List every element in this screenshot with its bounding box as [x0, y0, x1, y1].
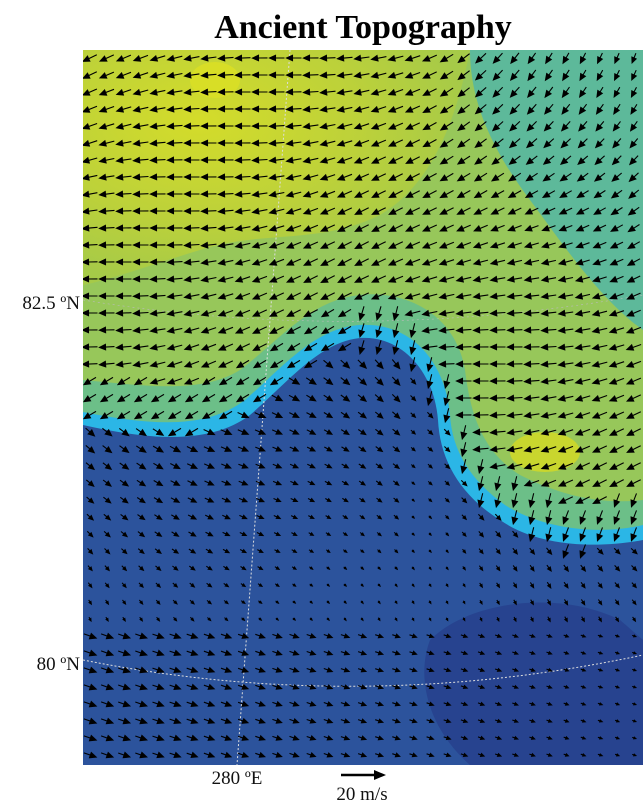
scale-arrow-head — [374, 770, 386, 780]
wind-arrow — [412, 516, 414, 518]
wind-arrow — [344, 584, 346, 586]
wind-arrow — [412, 601, 414, 604]
page: Ancient Topography 82.5 ºN 80 ºN 280 ºE … — [0, 0, 643, 805]
lat-label: 82.5 ºN — [22, 293, 80, 314]
wind-arrow — [429, 584, 431, 586]
scale-label: 20 m/s — [336, 784, 387, 805]
wind-arrow — [327, 584, 329, 586]
map — [83, 50, 643, 765]
wind-arrow — [412, 584, 414, 586]
wind-arrow — [446, 567, 448, 569]
wind-arrow — [310, 601, 312, 603]
wind-arrow — [310, 618, 312, 620]
wind-arrow — [327, 618, 329, 620]
wind-arrow — [412, 567, 414, 569]
wind-arrow — [429, 550, 431, 552]
wind-arrow — [395, 601, 397, 603]
wind-arrow — [276, 618, 278, 620]
wind-arrow — [446, 550, 448, 552]
wind-arrow — [378, 601, 380, 603]
wind-arrow — [361, 584, 363, 586]
wind-arrow — [463, 584, 465, 587]
wind-arrow — [412, 533, 414, 535]
wind-arrow — [344, 601, 346, 603]
wind-arrow — [344, 618, 346, 620]
title: Ancient Topography — [214, 9, 512, 46]
deep-patch — [424, 603, 643, 765]
wind-arrow — [412, 499, 414, 501]
lon-label: 280 ºE — [212, 768, 263, 789]
wind-arrow — [395, 584, 397, 586]
wind-arrow — [293, 618, 295, 620]
map-figure: Ancient Topography 82.5 ºN 80 ºN 280 ºE … — [0, 0, 643, 805]
high-patch — [190, 62, 240, 98]
wind-arrow — [327, 601, 329, 603]
wind-arrow — [446, 584, 448, 587]
lat-label: 80 ºN — [37, 654, 81, 675]
wind-arrow — [361, 618, 363, 620]
wind-arrow — [429, 567, 431, 569]
wind-arrow — [378, 618, 380, 621]
wind-arrow — [378, 584, 380, 586]
wind-arrow — [293, 601, 295, 603]
wind-arrow — [361, 601, 363, 603]
wind-arrow — [412, 550, 414, 552]
wind-arrow — [429, 533, 431, 535]
